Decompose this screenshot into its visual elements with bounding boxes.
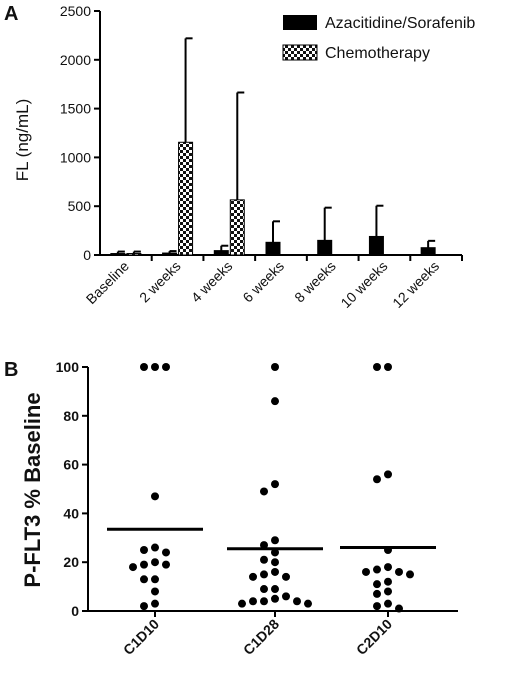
bar-chemotherapy-2-weeks (178, 141, 194, 256)
data-point-c1d28 (271, 558, 279, 567)
legend-label-azacitidine-sorafenib: Azacitidine/Sorafenib (325, 15, 475, 32)
data-point-c1d10 (140, 363, 148, 371)
data-point-c2d10 (373, 475, 381, 484)
data-point-c1d28 (293, 597, 301, 606)
panel-b-x-tick-label-c1d10: C1D10 (120, 616, 162, 658)
data-point-c1d10 (151, 558, 159, 567)
data-point-c1d28 (271, 594, 279, 603)
data-point-c1d28 (260, 487, 268, 496)
panel-a-x-tick-label-8-weeks: 8 weeks (291, 258, 339, 306)
data-point-c1d10 (151, 599, 159, 608)
data-point-c2d10 (384, 599, 392, 608)
data-point-c1d10 (151, 575, 159, 584)
data-point-c2d10 (384, 363, 392, 371)
data-point-c2d10 (373, 589, 381, 598)
data-point-c1d10 (162, 560, 170, 569)
bar-azacitidine-sorafenib-6-weeks (265, 241, 281, 256)
bar-chemotherapy-4-weeks (229, 199, 245, 256)
data-point-c2d10 (384, 546, 392, 554)
data-point-c1d10 (151, 492, 159, 501)
data-point-c2d10 (395, 604, 403, 613)
panel-a-y-tick-label: 500 (68, 198, 92, 214)
data-point-c1d10 (129, 563, 137, 572)
data-point-c2d10 (395, 567, 403, 576)
data-point-c1d10 (140, 575, 148, 584)
data-point-c1d10 (162, 548, 170, 557)
panel-b-y-tick-label: 100 (56, 359, 80, 375)
data-point-c1d28 (304, 599, 312, 608)
panel-b-x-tick-label-c2d10: C2D10 (353, 616, 395, 658)
panel-b-y-tick-label: 80 (63, 408, 79, 424)
data-point-c1d28 (249, 597, 257, 606)
panel-a-x-tick-label-6-weeks: 6 weeks (239, 258, 287, 306)
data-point-c1d28 (271, 480, 279, 489)
data-point-c2d10 (373, 580, 381, 589)
data-point-c1d28 (260, 585, 268, 594)
panel-b-plot: 0 20 40 60 80 100 C1D10 C1D28 C2D10 (56, 359, 458, 658)
panel-b-y-tick-label: 0 (71, 603, 79, 619)
data-point-c2d10 (384, 577, 392, 586)
data-point-c1d28 (271, 363, 279, 371)
data-point-c1d28 (260, 570, 268, 579)
panel-a-y-tick-label: 1000 (60, 149, 91, 165)
bar-azacitidine-sorafenib-2-weeks (162, 252, 178, 256)
panel-a-x-tick-label-4-weeks: 4 weeks (188, 258, 236, 306)
panel-a-y-tick-label: 2500 (60, 3, 91, 19)
panel-b-x-tick-label-c1d28: C1D28 (240, 616, 282, 658)
data-point-c1d28 (271, 397, 279, 406)
panel-b-y-axis-title: P-FLT3 % Baseline (20, 392, 45, 587)
data-point-c1d28 (238, 599, 246, 608)
data-point-c2d10 (384, 470, 392, 479)
data-point-c2d10 (373, 565, 381, 574)
data-point-c1d28 (271, 567, 279, 576)
data-point-c1d10 (140, 546, 148, 554)
panel-a-y-tick-label: 0 (83, 247, 91, 263)
panel-b-y-tick-label: 40 (63, 505, 79, 521)
bar-azacitidine-sorafenib-baseline (110, 253, 126, 256)
bar-chemotherapy-baseline (126, 253, 142, 256)
panel-a-x-tick-label-2-weeks: 2 weeks (136, 258, 184, 306)
data-point-c1d10 (140, 560, 148, 569)
panel-a-x-tick-label-10-weeks: 10 weeks (337, 258, 390, 311)
bar-azacitidine-sorafenib-8-weeks (317, 239, 333, 256)
data-point-c1d28 (282, 592, 290, 601)
panel-a-legend: Azacitidine/Sorafenib Chemotherapy (282, 15, 475, 62)
panel-a-y-tick-label: 1500 (60, 101, 91, 117)
data-point-c1d10 (162, 363, 170, 371)
data-point-c2d10 (373, 363, 381, 371)
data-point-c2d10 (373, 602, 381, 611)
data-point-c1d10 (140, 602, 148, 611)
data-point-c1d28 (271, 585, 279, 594)
data-point-c1d28 (282, 572, 290, 581)
data-point-c2d10 (384, 563, 392, 572)
panel-b-y-tick-label: 60 (63, 457, 79, 473)
legend-swatch-azacitidine-sorafenib (283, 15, 317, 30)
panel-a-x-tick-label-12-weeks: 12 weeks (389, 258, 442, 311)
data-point-c1d28 (260, 541, 268, 550)
data-point-c1d10 (151, 587, 159, 596)
panel-a-y-tick-label: 2000 (60, 52, 91, 68)
data-point-c1d10 (151, 543, 159, 552)
data-point-c1d28 (249, 572, 257, 581)
data-point-c1d28 (260, 597, 268, 606)
bar-azacitidine-sorafenib-4-weeks (213, 250, 229, 256)
data-point-c2d10 (384, 587, 392, 596)
data-point-c2d10 (406, 570, 414, 579)
data-point-c1d10 (151, 363, 159, 371)
legend-label-chemotherapy: Chemotherapy (325, 45, 430, 62)
panel-a-x-tick-label-baseline: Baseline (83, 258, 132, 307)
legend-swatch-chemotherapy (282, 44, 318, 61)
panel-a-label: A (4, 3, 18, 25)
data-point-c1d28 (271, 548, 279, 557)
bar-azacitidine-sorafenib-10-weeks (368, 235, 384, 256)
data-point-c1d28 (271, 536, 279, 545)
panel-b-label: B (4, 359, 18, 381)
data-point-c1d28 (260, 555, 268, 564)
panel-a-y-axis-title: FL (ng/mL) (13, 99, 32, 182)
bar-azacitidine-sorafenib-12-weeks (420, 247, 436, 256)
data-point-c2d10 (362, 567, 370, 576)
panel-b-y-tick-label: 20 (63, 554, 79, 570)
